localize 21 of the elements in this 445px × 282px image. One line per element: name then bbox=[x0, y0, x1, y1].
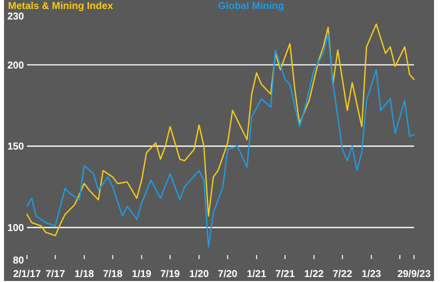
x-tick-label: 7/19 bbox=[160, 269, 180, 280]
x-tick-label: 1/21 bbox=[246, 269, 267, 280]
x-tick-label: 1/19 bbox=[132, 269, 152, 280]
x-tick-label: 1/18 bbox=[74, 269, 94, 280]
x-tick-label: 1/22 bbox=[304, 269, 324, 280]
x-tick-label: 1/20 bbox=[189, 269, 210, 280]
y-tick-label: 200 bbox=[7, 60, 24, 72]
x-tick-label: 29/9/23 bbox=[397, 269, 432, 280]
y-tick-label: 230 bbox=[7, 12, 24, 22]
x-tick-label: 7/20 bbox=[218, 269, 238, 280]
text: Global Mining bbox=[218, 1, 284, 12]
x-tick-label: 7/18 bbox=[102, 269, 123, 280]
y-tick-label: 80 bbox=[12, 256, 24, 266]
x-tick-label: 2/1/17 bbox=[13, 269, 42, 280]
x-tick-label: 7/22 bbox=[332, 269, 353, 280]
y-tick-label: 150 bbox=[7, 142, 24, 153]
x-tick-label: 7/17 bbox=[46, 269, 66, 280]
y-tick-label: 100 bbox=[7, 222, 24, 234]
x-tick-label: 1/23 bbox=[362, 269, 382, 280]
x-tick-label: 7/21 bbox=[275, 269, 296, 280]
text: Metals & Mining Index bbox=[8, 1, 114, 12]
